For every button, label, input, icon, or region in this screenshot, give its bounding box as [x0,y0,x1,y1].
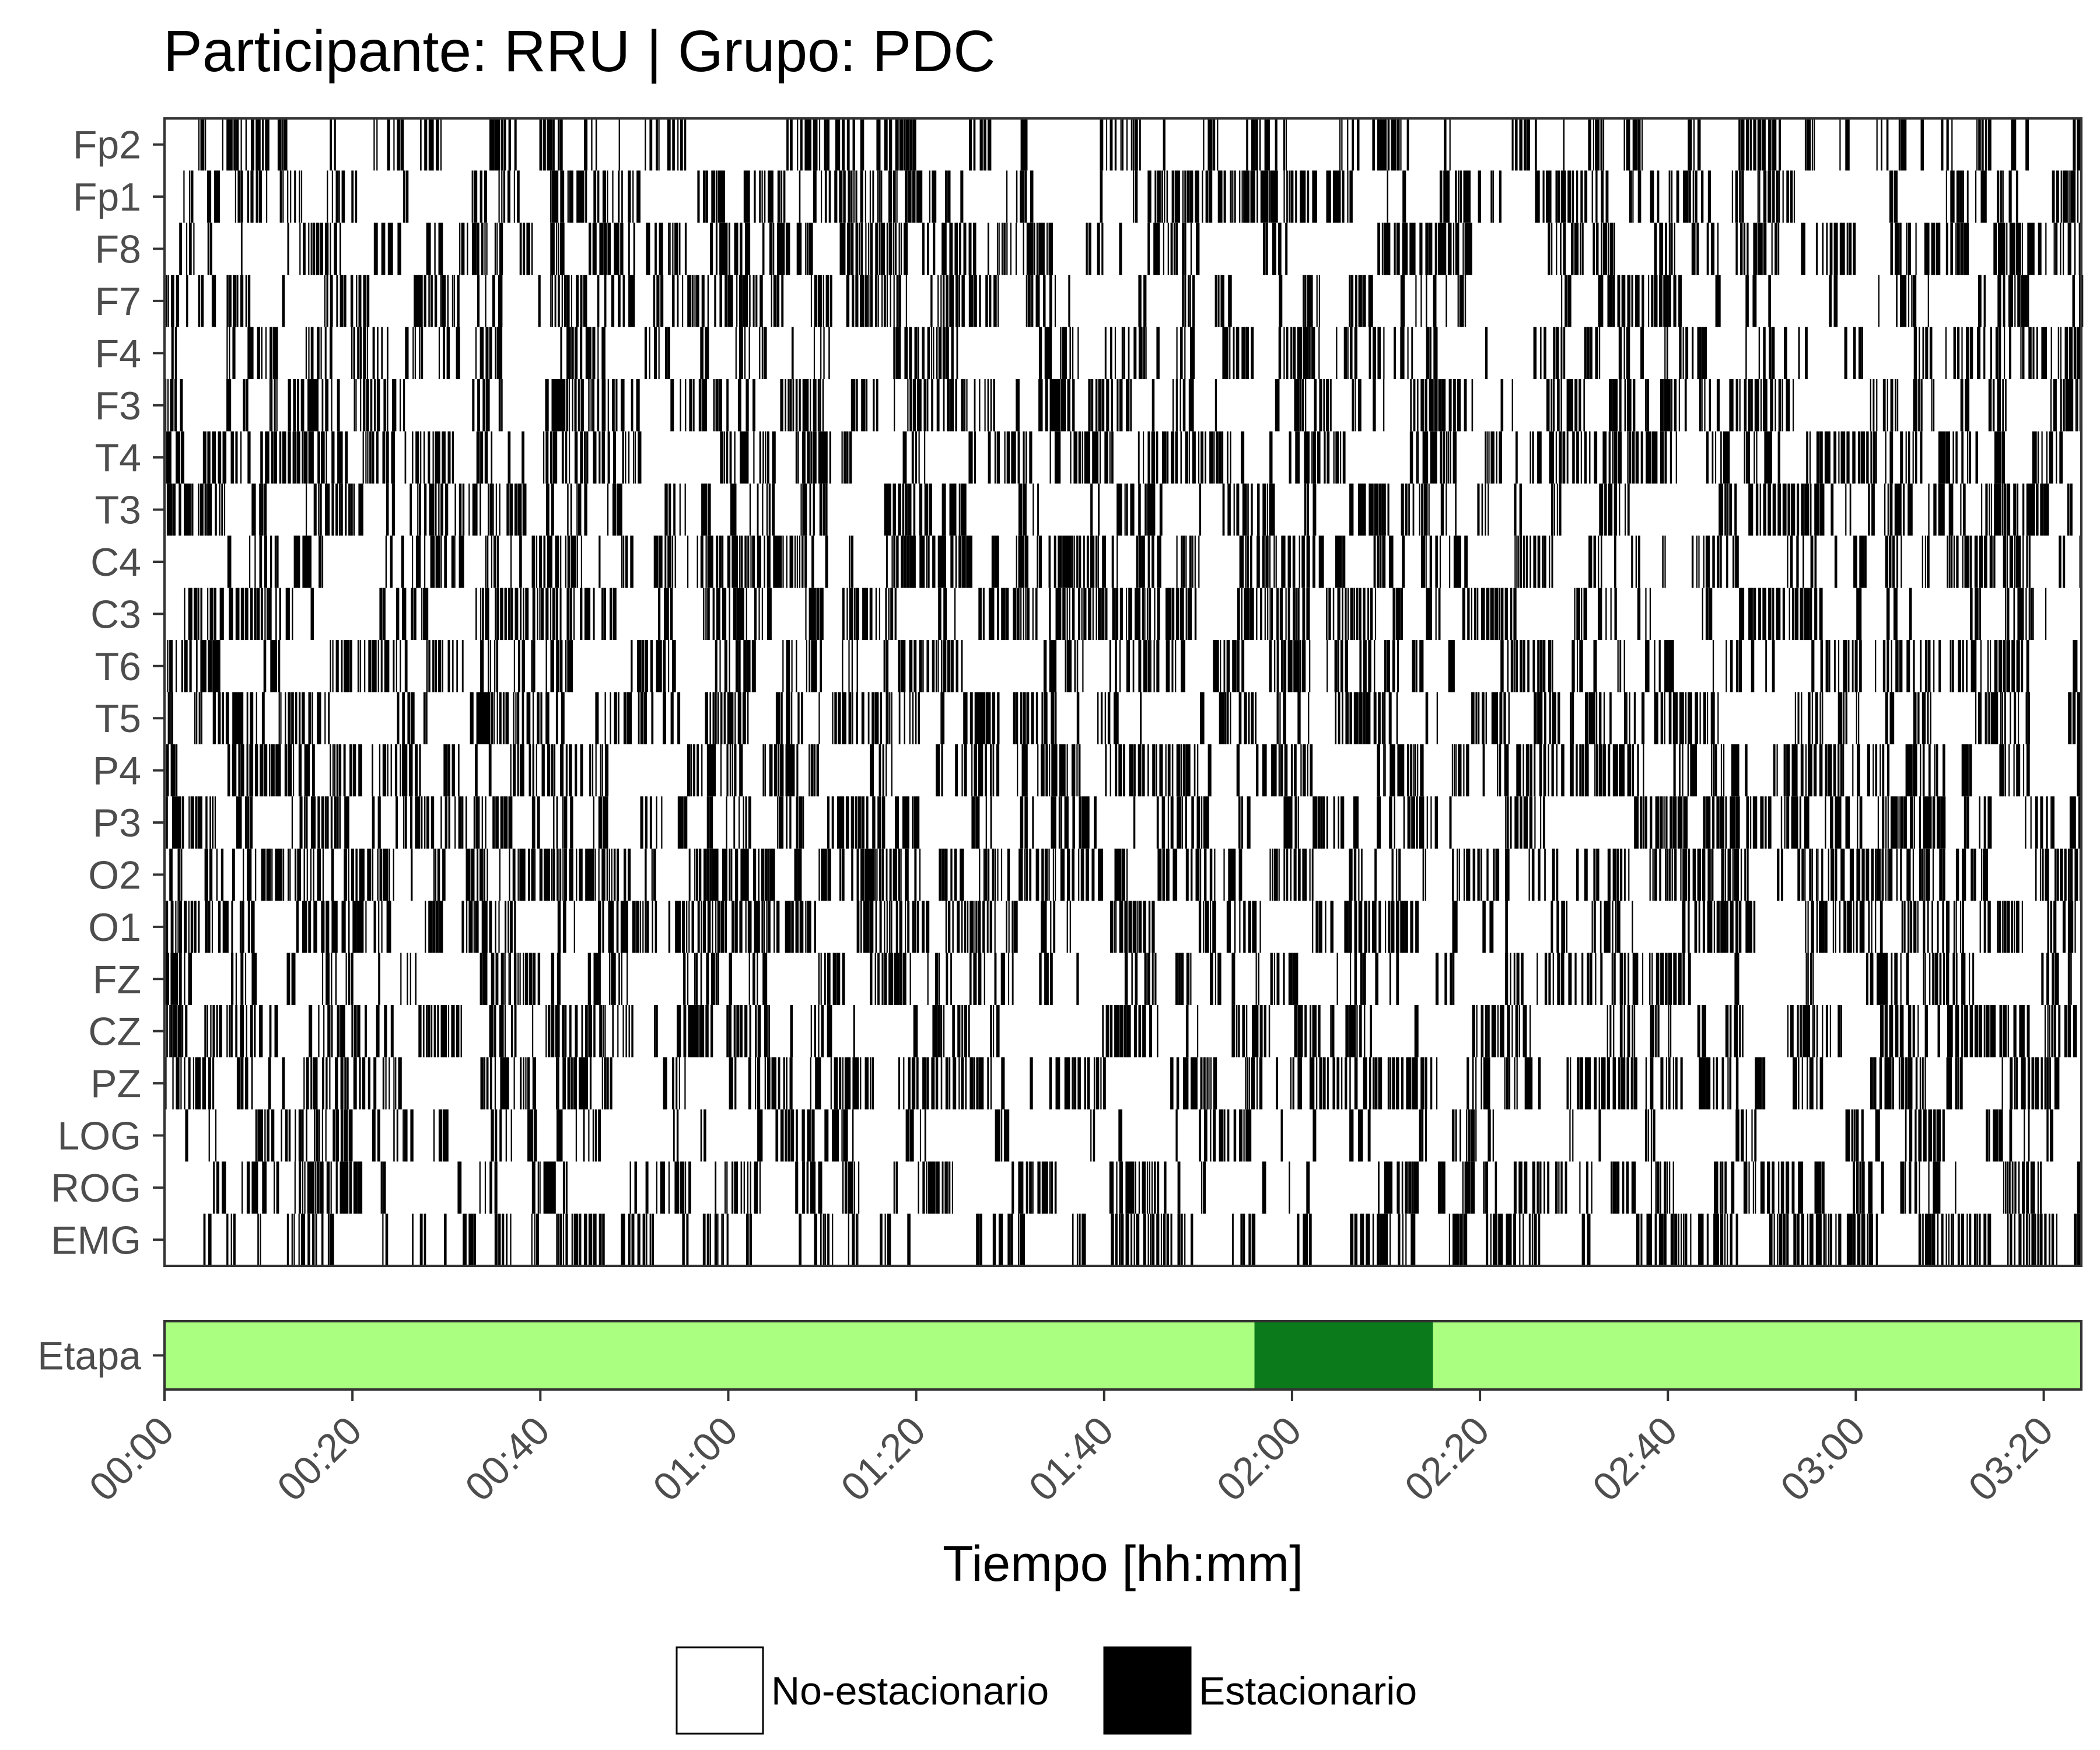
x-tick-label: 02:40 [1584,1408,1686,1510]
heatmap-row-p4 [166,744,2082,797]
heatmap-row-t5 [167,692,2081,744]
x-tick-label: 02:20 [1396,1408,1498,1510]
y-tick-label-emg: EMG [51,1218,141,1262]
heatmap-row-f4 [171,327,2081,379]
x-axis-title: Tiempo [hh:mm] [943,1536,1303,1592]
x-tick-label: 02:00 [1208,1408,1310,1510]
y-tick-label-p4: P4 [93,749,141,793]
stage-segment-1 [1254,1321,1433,1390]
heatmap-row-pz [164,1057,2060,1110]
y-tick-label-f4: F4 [95,331,141,376]
x-tick-label: 03:20 [1960,1408,2062,1510]
x-tick-label: 00:00 [81,1408,183,1510]
x-tick-label: 00:20 [269,1408,370,1510]
y-tick-label-p3: P3 [93,801,141,845]
heatmap-row-cz [166,1005,2077,1058]
heatmap-row-o1 [166,901,2076,953]
heatmap-row-fz [166,953,2072,1005]
legend: No-estacionario Estacionario [676,1646,1417,1735]
x-tick-label: 00:40 [457,1408,558,1510]
stage-track: Etapa [37,1320,2082,1391]
y-tick-label-c3: C3 [90,592,141,636]
heatmap-row-f8 [179,222,2082,275]
y-tick-label-t6: T6 [95,645,141,689]
x-tick-label: 03:00 [1772,1408,1874,1510]
y-tick-label-o2: O2 [88,853,141,897]
y-tick-label-cz: CZ [88,1010,141,1054]
stage-label: Etapa [37,1334,141,1378]
y-tick-label-f3: F3 [95,384,141,428]
heatmap-row-c4 [227,536,2082,588]
legend-label-estacionario: Estacionario [1199,1669,1417,1713]
y-tick-label-f8: F8 [95,228,141,272]
y-tick-label-fp1: Fp1 [73,175,141,219]
legend-swatch-estacionario [1103,1646,1192,1735]
y-tick-label-f7: F7 [95,279,141,324]
y-tick-label-t4: T4 [95,436,141,480]
heatmap-row-fp1 [183,170,2081,223]
y-tick-label-fp2: Fp2 [73,123,141,167]
chart-title: Participante: RRU | Grupo: PDC [163,19,995,84]
heatmap-row-t6 [167,640,2078,692]
legend-label-no-estacionario: No-estacionario [771,1669,1049,1713]
legend-swatch-no-estacionario [676,1646,764,1735]
y-tick-label-t3: T3 [95,488,141,533]
y-tick-label-t5: T5 [95,696,141,741]
heatmap-row-o2 [169,848,2082,901]
x-tick-label: 01:00 [645,1408,746,1510]
heatmap-row-p3 [166,796,2082,849]
heatmap-row-log [185,1109,2054,1162]
y-tick-label-o1: O1 [88,905,141,950]
y-tick-label-pz: PZ [90,1062,141,1106]
stage-segment-2 [1433,1321,2081,1390]
heatmap-row-rog [213,1161,2081,1214]
channel-labels: Fp2 Fp1 F8 F7 F4 F3 T4 T3 C4 C3 T6 T5 P4 P3 O2 O1 FZ CZ PZ… [51,123,164,1262]
heatmap-row-emg [203,1213,2082,1266]
y-tick-label-rog: ROG [51,1166,141,1210]
stage-segment-0 [164,1321,1255,1390]
heatmap-row-c3 [184,587,2047,640]
heatmap-panel [163,117,2084,1267]
x-axis: 00:00 00:20 00:40 01:00 01:20 01:40 02:00 02:20… [81,1390,2062,1510]
x-tick-label: 01:40 [1020,1408,1122,1510]
heatmap-row-f3 [165,379,2081,432]
heatmap-border [163,117,2082,1267]
y-tick-label-c4: C4 [90,540,141,584]
x-tick-label: 01:20 [832,1408,934,1510]
heatmap-row-t4 [166,431,2063,484]
heatmap-row-fp2 [198,118,2081,171]
y-tick-label-log: LOG [57,1114,141,1158]
y-tick-label-fz: FZ [93,957,141,1002]
heatmap-row-t3 [166,483,2073,536]
